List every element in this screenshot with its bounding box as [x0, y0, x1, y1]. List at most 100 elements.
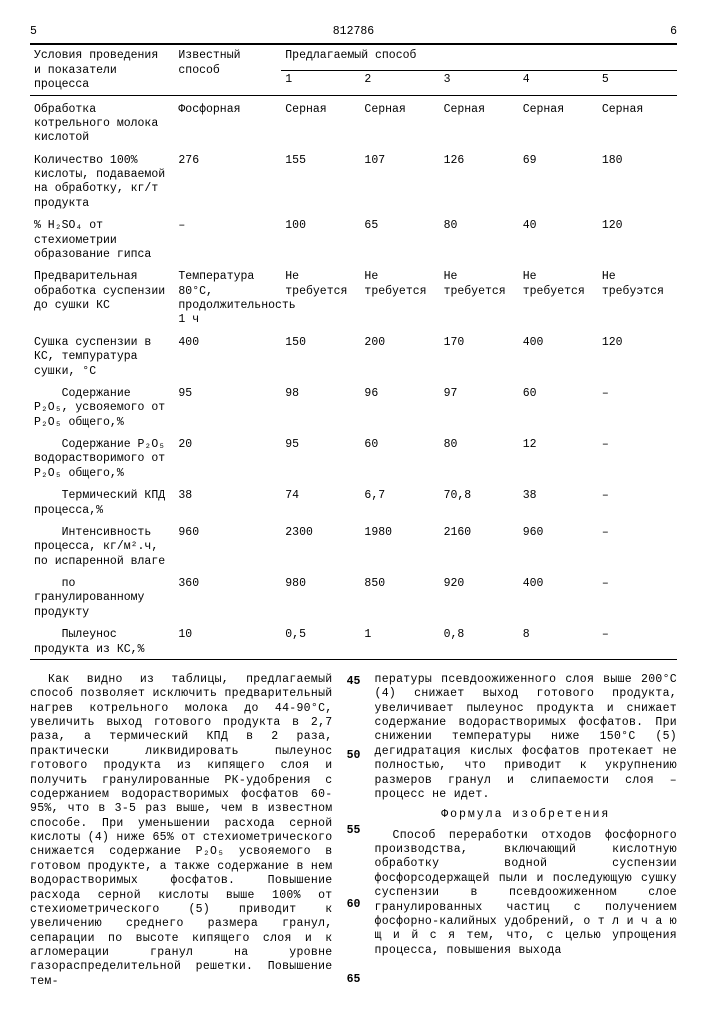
row-label: Интенсивность процесса, кг/м².ч, по испа… — [30, 520, 174, 571]
ln-45: 45 — [345, 675, 363, 689]
cell-v1: 0,5 — [281, 622, 360, 659]
cell-v3: 2160 — [440, 520, 519, 571]
row-label: Содержание P₂O₅, усвояемого от P₂O₅ обще… — [30, 381, 174, 432]
cell-v1: 2300 — [281, 520, 360, 571]
cell-known: Температура 80°С, продолжительность 1 ч — [174, 264, 281, 330]
cell-v4: 40 — [519, 213, 598, 264]
cell-v5: – — [598, 571, 677, 622]
ln-55: 55 — [345, 824, 363, 838]
cell-v4: 8 — [519, 622, 598, 659]
table-row: Пылеунос продукта из КС,%100,510,88– — [30, 622, 677, 659]
cell-v4: 400 — [519, 330, 598, 381]
data-table: Условия проведения и показатели процесса… — [30, 43, 677, 661]
cell-known: 360 — [174, 571, 281, 622]
cell-v5: – — [598, 483, 677, 520]
cell-v5: 180 — [598, 148, 677, 214]
th-c4: 4 — [519, 71, 598, 95]
row-label: Предварительная обработка суспензии до с… — [30, 264, 174, 330]
cell-known: 20 — [174, 432, 281, 483]
cell-v5: 120 — [598, 330, 677, 381]
right-column: пературы псевдоожиженного слоя выше 200°… — [375, 673, 678, 989]
paragraph-2: Способ переработки отходов фосфорного пр… — [375, 829, 678, 958]
cell-v5: – — [598, 520, 677, 571]
table-row: Термический КПД процесса,%38746,770,838– — [30, 483, 677, 520]
line-numbers: 45 50 55 60 65 — [345, 673, 363, 989]
cell-v3: 126 — [440, 148, 519, 214]
cell-v1: 95 — [281, 432, 360, 483]
cell-v5: – — [598, 622, 677, 659]
cell-v2: 200 — [360, 330, 439, 381]
cell-v3: 80 — [440, 432, 519, 483]
row-label: Количество 100% кислоты, подаваемой на о… — [30, 148, 174, 214]
cell-v1: Серная — [281, 97, 360, 148]
cell-v5: – — [598, 432, 677, 483]
ln-65: 65 — [345, 973, 363, 987]
row-label: Содержание P₂O₅ водорастворимого от P₂O₅… — [30, 432, 174, 483]
cell-v4: 960 — [519, 520, 598, 571]
table-row: Сушка суспензии в КС, темпуратура сушки,… — [30, 330, 677, 381]
cell-known: 38 — [174, 483, 281, 520]
table-row: Содержание P₂O₅, усвояемого от P₂O₅ обще… — [30, 381, 677, 432]
cell-v5: Серная — [598, 97, 677, 148]
cell-v1: 980 — [281, 571, 360, 622]
row-label: Термический КПД процесса,% — [30, 483, 174, 520]
cell-v1: 74 — [281, 483, 360, 520]
page-header: 5 812786 6 — [30, 25, 677, 39]
row-label: % H₂SO₄ от стехиометрии образование гипс… — [30, 213, 174, 264]
cell-v2: 65 — [360, 213, 439, 264]
cell-v3: 97 — [440, 381, 519, 432]
row-label: Сушка суспензии в КС, темпуратура сушки,… — [30, 330, 174, 381]
th-proposed: Предлагаемый способ — [281, 47, 677, 71]
cell-v2: 96 — [360, 381, 439, 432]
cell-v5: 120 — [598, 213, 677, 264]
row-label: Пылеунос продукта из КС,% — [30, 622, 174, 659]
cell-known: 276 — [174, 148, 281, 214]
cell-known: 400 — [174, 330, 281, 381]
cell-v3: 920 — [440, 571, 519, 622]
ln-50: 50 — [345, 749, 363, 763]
col-num-right: 6 — [670, 25, 677, 39]
col-num-left: 5 — [30, 25, 37, 39]
cell-v4: 12 — [519, 432, 598, 483]
cell-v1: 150 — [281, 330, 360, 381]
cell-v4: 60 — [519, 381, 598, 432]
cell-known: – — [174, 213, 281, 264]
left-column: Как видно из таблицы, предлагаемый спосо… — [30, 673, 333, 989]
ln-60: 60 — [345, 898, 363, 912]
row-label: по гранулированному продукту — [30, 571, 174, 622]
cell-v3: Серная — [440, 97, 519, 148]
cell-v3: 80 — [440, 213, 519, 264]
cell-v5: – — [598, 381, 677, 432]
cell-v2: 1 — [360, 622, 439, 659]
cell-v2: 107 — [360, 148, 439, 214]
formula-title: Формула изобретения — [375, 808, 678, 822]
cell-v4: 38 — [519, 483, 598, 520]
cell-v5: Не требуэтся — [598, 264, 677, 330]
table-row: по гранулированному продукту360980850920… — [30, 571, 677, 622]
paragraph-1b: пературы псевдоожиженного слоя выше 200°… — [375, 673, 678, 802]
th-c1: 1 — [281, 71, 360, 95]
cell-known: Фосфорная — [174, 97, 281, 148]
cell-v2: 1980 — [360, 520, 439, 571]
cell-v3: 70,8 — [440, 483, 519, 520]
cell-v4: Не требуется — [519, 264, 598, 330]
cell-v1: 98 — [281, 381, 360, 432]
cell-v3: 0,8 — [440, 622, 519, 659]
cell-v2: Не требуется — [360, 264, 439, 330]
table-row: Содержание P₂O₅ водорастворимого от P₂O₅… — [30, 432, 677, 483]
cell-v2: 6,7 — [360, 483, 439, 520]
cell-v2: 850 — [360, 571, 439, 622]
cell-v3: Не требуется — [440, 264, 519, 330]
th-conditions: Условия проведения и показатели процесса — [30, 47, 174, 95]
cell-v4: 400 — [519, 571, 598, 622]
table-row: Количество 100% кислоты, подаваемой на о… — [30, 148, 677, 214]
cell-v4: Серная — [519, 97, 598, 148]
text-columns: Как видно из таблицы, предлагаемый спосо… — [30, 673, 677, 989]
cell-v2: 60 — [360, 432, 439, 483]
paragraph-1a: Как видно из таблицы, предлагаемый спосо… — [30, 673, 333, 989]
cell-v1: 100 — [281, 213, 360, 264]
th-c2: 2 — [360, 71, 439, 95]
cell-v1: 155 — [281, 148, 360, 214]
th-known: Известный способ — [174, 47, 281, 95]
cell-v1: Не требуется — [281, 264, 360, 330]
